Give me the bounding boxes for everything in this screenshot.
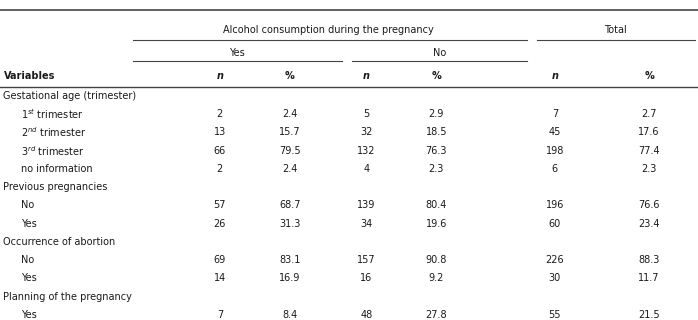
Text: 17.6: 17.6 (639, 127, 660, 138)
Text: Previous pregnancies: Previous pregnancies (3, 182, 108, 192)
Text: 34: 34 (360, 219, 373, 229)
Text: 76.6: 76.6 (639, 200, 660, 211)
Text: 69: 69 (214, 255, 226, 265)
Text: Yes: Yes (21, 219, 37, 229)
Text: No: No (21, 200, 34, 211)
Text: 2: 2 (217, 109, 223, 119)
Text: No: No (433, 48, 446, 58)
Text: 2.3: 2.3 (641, 164, 657, 174)
Text: 32: 32 (360, 127, 373, 138)
Text: 157: 157 (357, 255, 376, 265)
Text: 16.9: 16.9 (279, 273, 300, 284)
Text: 21.5: 21.5 (639, 310, 660, 320)
Text: 2.3: 2.3 (429, 164, 444, 174)
Text: 31.3: 31.3 (279, 219, 300, 229)
Text: 4: 4 (364, 164, 369, 174)
Text: 26: 26 (214, 219, 226, 229)
Text: 77.4: 77.4 (639, 146, 660, 156)
Text: 2.9: 2.9 (429, 109, 444, 119)
Text: 7: 7 (552, 109, 558, 119)
Text: 66: 66 (214, 146, 226, 156)
Text: 196: 196 (546, 200, 564, 211)
Text: 15.7: 15.7 (279, 127, 300, 138)
Text: 11.7: 11.7 (639, 273, 660, 284)
Text: 90.8: 90.8 (426, 255, 447, 265)
Text: 14: 14 (214, 273, 226, 284)
Text: 139: 139 (357, 200, 376, 211)
Text: %: % (285, 71, 295, 81)
Text: %: % (431, 71, 441, 81)
Text: 13: 13 (214, 127, 226, 138)
Text: Gestational age (trimester): Gestational age (trimester) (3, 91, 137, 101)
Text: n: n (363, 71, 370, 81)
Text: 6: 6 (552, 164, 558, 174)
Text: 76.3: 76.3 (426, 146, 447, 156)
Text: No: No (21, 255, 34, 265)
Text: Yes: Yes (230, 48, 245, 58)
Text: 132: 132 (357, 146, 376, 156)
Text: Yes: Yes (21, 273, 37, 284)
Text: 16: 16 (360, 273, 373, 284)
Text: no information: no information (21, 164, 93, 174)
Text: %: % (644, 71, 654, 81)
Text: 23.4: 23.4 (639, 219, 660, 229)
Text: 2: 2 (217, 164, 223, 174)
Text: Planning of the pregnancy: Planning of the pregnancy (3, 292, 133, 302)
Text: 9.2: 9.2 (429, 273, 444, 284)
Text: 68.7: 68.7 (279, 200, 300, 211)
Text: 27.8: 27.8 (426, 310, 447, 320)
Text: 2.4: 2.4 (282, 109, 297, 119)
Text: 80.4: 80.4 (426, 200, 447, 211)
Text: Total: Total (604, 25, 627, 36)
Text: n: n (216, 71, 223, 81)
Text: 60: 60 (549, 219, 561, 229)
Text: 8.4: 8.4 (282, 310, 297, 320)
Text: 45: 45 (549, 127, 561, 138)
Text: 57: 57 (214, 200, 226, 211)
Text: 1$^{st}$ trimester: 1$^{st}$ trimester (21, 107, 84, 121)
Text: 198: 198 (546, 146, 564, 156)
Text: 83.1: 83.1 (279, 255, 300, 265)
Text: 55: 55 (549, 310, 561, 320)
Text: 2.4: 2.4 (282, 164, 297, 174)
Text: Variables: Variables (3, 71, 55, 81)
Text: 30: 30 (549, 273, 561, 284)
Text: Yes: Yes (21, 310, 37, 320)
Text: Alcohol consumption during the pregnancy: Alcohol consumption during the pregnancy (223, 25, 433, 36)
Text: 3$^{rd}$ trimester: 3$^{rd}$ trimester (21, 144, 84, 158)
Text: 79.5: 79.5 (279, 146, 300, 156)
Text: Occurrence of abortion: Occurrence of abortion (3, 237, 116, 247)
Text: 2.7: 2.7 (641, 109, 657, 119)
Text: 7: 7 (217, 310, 223, 320)
Text: 226: 226 (546, 255, 564, 265)
Text: 18.5: 18.5 (426, 127, 447, 138)
Text: 5: 5 (364, 109, 369, 119)
Text: 2$^{nd}$ trimester: 2$^{nd}$ trimester (21, 125, 87, 140)
Text: 88.3: 88.3 (639, 255, 660, 265)
Text: 48: 48 (360, 310, 373, 320)
Text: 19.6: 19.6 (426, 219, 447, 229)
Text: n: n (551, 71, 558, 81)
